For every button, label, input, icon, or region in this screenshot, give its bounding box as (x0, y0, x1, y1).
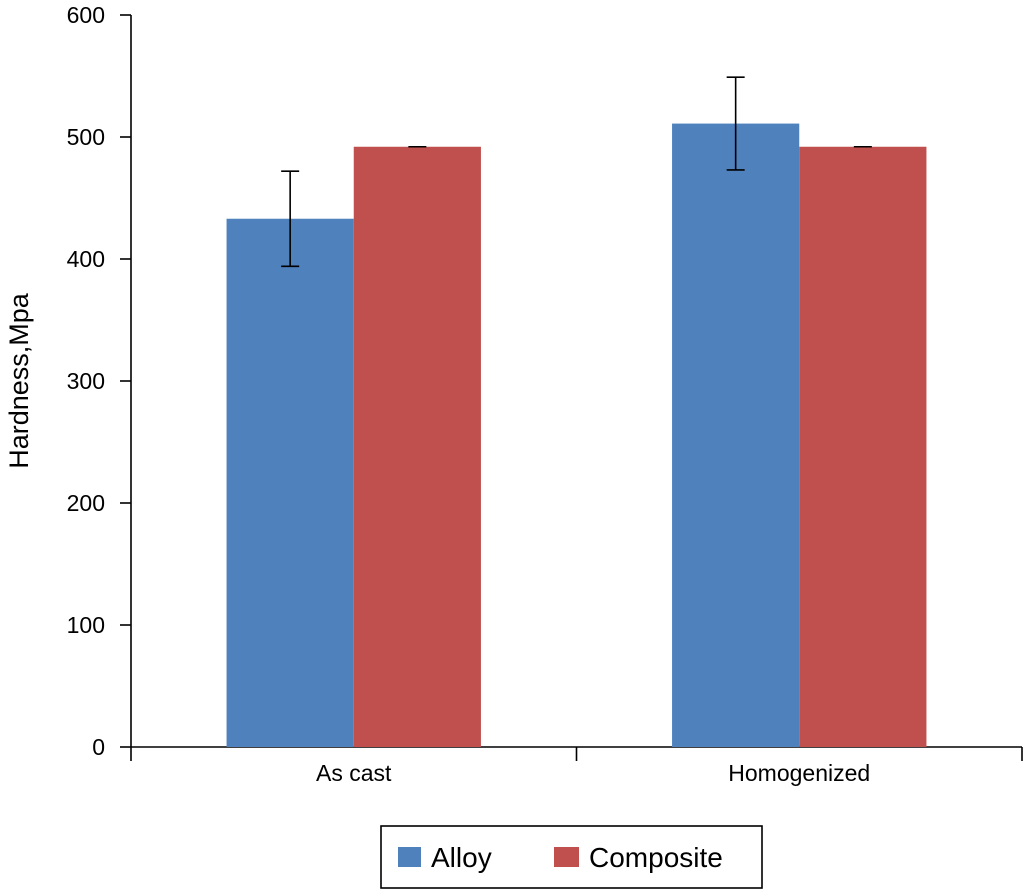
bars-group (226, 123, 927, 748)
y-tick-label: 200 (67, 490, 105, 516)
bar-composite-homogenized (799, 146, 927, 747)
legend-label-composite: Composite (589, 842, 723, 873)
legend: Alloy Composite (380, 825, 763, 889)
y-axis-title: Hardness,Mpa (4, 292, 34, 469)
legend-swatch-alloy (398, 847, 421, 867)
error-bar (281, 170, 300, 268)
y-axis: 0 100 200 300 400 500 600 (67, 2, 132, 760)
error-bar (726, 76, 745, 171)
legend-swatch-composite (554, 847, 579, 867)
bar-composite-as-cast (353, 146, 481, 747)
bar-alloy-as-cast (226, 218, 354, 748)
bar-alloy-homogenized (672, 123, 800, 747)
y-tick-label: 300 (67, 368, 105, 394)
x-category-label: As cast (316, 760, 392, 786)
y-tick-label: 0 (92, 734, 105, 760)
legend-label-alloy: Alloy (431, 842, 492, 873)
error-bars-group (281, 76, 872, 268)
x-category-label: Homogenized (728, 760, 870, 786)
y-tick-label: 600 (67, 2, 105, 28)
y-tick-label: 500 (67, 124, 105, 150)
x-axis: As cast Homogenized (130, 746, 1023, 786)
y-tick-label: 400 (67, 246, 105, 272)
y-tick-label: 100 (67, 612, 105, 638)
